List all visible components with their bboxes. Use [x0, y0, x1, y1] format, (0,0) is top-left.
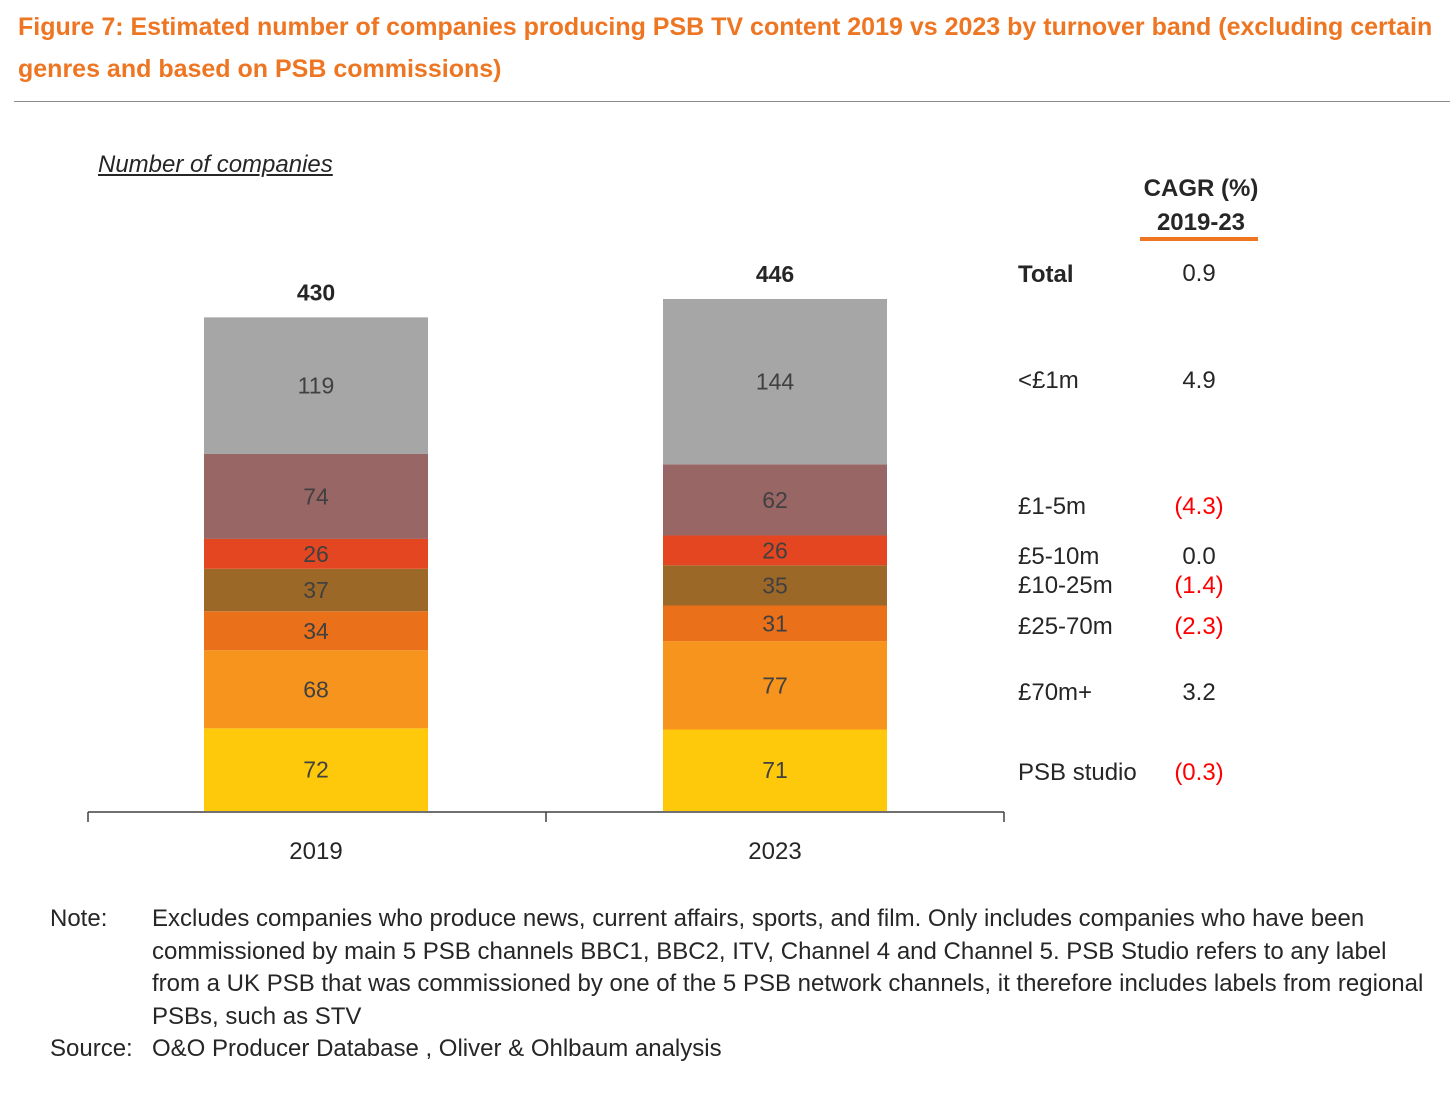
- x-tick-label: 2019: [289, 838, 342, 865]
- bar-segment: [204, 568, 428, 612]
- bar-segment: [663, 535, 887, 566]
- source-label: Source:: [50, 1035, 133, 1062]
- y-axis-label: Number of companies: [98, 151, 333, 178]
- note-text: Excludes companies who produce news, cur…: [152, 905, 1424, 1030]
- source-text: O&O Producer Database , Oliver & Ohlbaum…: [152, 1035, 722, 1062]
- title-divider: [14, 101, 1450, 102]
- data-label: 31: [762, 610, 788, 636]
- cagr-value: 4.9: [1182, 367, 1215, 394]
- bar-segment: [204, 317, 428, 454]
- data-label: 119: [298, 373, 335, 399]
- bar-segment: [204, 650, 428, 729]
- cagr-header-underline: [1140, 237, 1258, 241]
- data-label: 74: [303, 483, 329, 509]
- data-label: 35: [762, 572, 788, 598]
- data-label: 34: [303, 618, 329, 644]
- bar-segment: [663, 605, 887, 642]
- bar-segment: [204, 611, 428, 651]
- stacked-bar-chart: 72 68 34 37 26 74 119 430 2019 71 77 31 35 26 62 144 446…: [87, 260, 1224, 865]
- note-label: Note:: [50, 905, 108, 932]
- data-label: 144: [756, 369, 795, 395]
- legend-label: £25-70m: [1018, 613, 1113, 640]
- cagr-value: 3.2: [1182, 679, 1215, 706]
- legend-label: PSB studio: [1018, 759, 1137, 786]
- bar-segment: [663, 298, 887, 465]
- cagr-total-value: 0.9: [1182, 260, 1215, 287]
- bar-segment: [204, 728, 428, 811]
- bar-segment: [663, 565, 887, 606]
- cagr-value: (0.3): [1174, 759, 1223, 786]
- total-label: 446: [756, 261, 794, 287]
- data-label: 72: [303, 757, 329, 783]
- cagr-value: (1.4): [1174, 572, 1223, 599]
- cagr-value: (4.3): [1174, 493, 1223, 520]
- data-label: 26: [762, 537, 788, 563]
- legend-label: £1-5m: [1018, 493, 1086, 520]
- source-row: Source: O&O Producer Database , Oliver &…: [50, 1033, 1440, 1066]
- bar-segment: [663, 729, 887, 811]
- cagr-value: 0.0: [1182, 543, 1215, 570]
- data-label: 77: [762, 672, 788, 698]
- footnotes: Note: Excludes companies who produce new…: [50, 903, 1440, 1066]
- data-label: 68: [303, 676, 329, 702]
- legend-label: £10-25m: [1018, 572, 1113, 599]
- bar-segment: [204, 538, 428, 569]
- data-label: 71: [762, 757, 788, 783]
- figure-title: Figure 7: Estimated number of companies …: [18, 13, 1433, 83]
- cagr-value: (2.3): [1174, 613, 1223, 640]
- bar-segment: [663, 641, 887, 730]
- bar-segment: [204, 453, 428, 539]
- data-label: 62: [762, 487, 788, 513]
- legend-total-label: Total: [1018, 261, 1074, 288]
- note-row: Note: Excludes companies who produce new…: [50, 903, 1440, 1033]
- cagr-header: CAGR (%) 2019-23: [1110, 172, 1292, 240]
- total-label: 430: [297, 279, 335, 305]
- cagr-header-line1: CAGR (%): [1143, 175, 1259, 202]
- legend-label: £5-10m: [1018, 543, 1099, 570]
- bar-segment: [663, 464, 887, 536]
- legend-label: <£1m: [1018, 367, 1079, 394]
- data-label: 26: [303, 541, 329, 567]
- x-tick-label: 2023: [748, 838, 801, 865]
- data-label: 37: [303, 577, 329, 603]
- legend-label: £70m+: [1018, 679, 1092, 706]
- cagr-header-line2: 2019-23: [1156, 209, 1246, 236]
